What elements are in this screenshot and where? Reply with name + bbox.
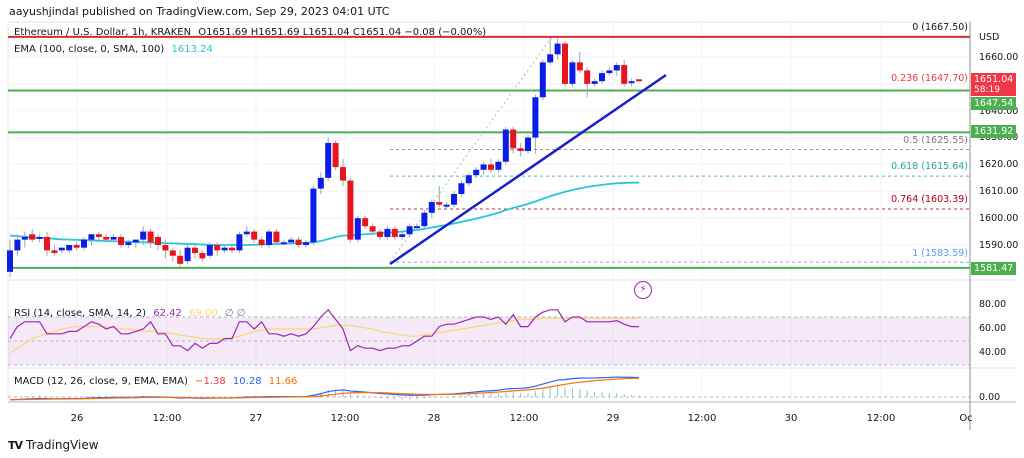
fib-label-1: 1 (1583.59) (912, 248, 968, 259)
rsi-ma-value: 69.00 (189, 308, 218, 319)
macd-hist-value: −1.38 (195, 376, 226, 387)
price-label: 1620.00 (979, 159, 1019, 170)
bar-countdown-tag: 58:19 (971, 86, 1016, 96)
support-tag-1: 1647.54 (971, 97, 1016, 110)
macd-legend: MACD (12, 26, close, 9, EMA, EMA) −1.38 … (14, 376, 301, 387)
fib-label-0: 0 (1667.50) (912, 22, 968, 33)
price-label: 1600.00 (979, 213, 1019, 224)
rsi-legend: RSI (14, close, SMA, 14, 2) 62.42 69.00 … (14, 308, 250, 319)
time-label: 12:00 (152, 413, 182, 424)
symbol-title[interactable]: Ethereum / U.S. Dollar, 1h, KRAKEN (14, 27, 192, 38)
price-label: 1610.00 (979, 186, 1019, 197)
price-label: 1640.00 (979, 106, 1019, 117)
time-label: 12:00 (330, 413, 360, 424)
tradingview-mark-icon: TV (8, 438, 23, 452)
price-label: 1660.00 (979, 52, 1019, 63)
time-label: 28 (427, 413, 441, 424)
time-label: 29 (606, 413, 620, 424)
lightning-icon[interactable]: ⚡ (634, 281, 652, 299)
fib-label-0236: 0.236 (1647.70) (891, 73, 968, 84)
time-label: 30 (784, 413, 798, 424)
support-tag-3: 1581.47 (971, 262, 1016, 275)
rsi-value: 62.42 (153, 308, 182, 319)
rsi-axis-label: 40.00 (979, 347, 1007, 358)
publisher-line: aayushjindal published on TradingView.co… (9, 5, 390, 18)
rsi-extra: ∅ ∅ (224, 308, 246, 319)
currency-label[interactable]: USD (979, 32, 1000, 43)
fib-label-0764: 0.764 (1603.39) (891, 194, 968, 205)
macd-signal-value: 11.66 (268, 376, 298, 387)
macd-label[interactable]: MACD (12, 26, close, 9, EMA, EMA) (14, 376, 188, 387)
fib-label-05: 0.5 (1625.55) (903, 135, 968, 146)
ohlc-values: O1651.69 H1651.69 L1651.04 C1651.04 −0.0… (198, 27, 487, 38)
rsi-axis-label: 60.00 (979, 323, 1007, 334)
ema-label[interactable]: EMA (100, close, 0, SMA, 100) (14, 44, 165, 55)
ema-legend: EMA (100, close, 0, SMA, 100) 1613.24 (14, 44, 217, 55)
macd-axis-label: 0.00 (979, 392, 1001, 403)
time-label: Oc (959, 413, 973, 424)
macd-value: 10.28 (232, 376, 262, 387)
time-label: 12:00 (687, 413, 717, 424)
main-series-legend: Ethereum / U.S. Dollar, 1h, KRAKEN O1651… (14, 27, 490, 38)
time-label: 12:00 (866, 413, 896, 424)
time-label: 26 (70, 413, 84, 424)
tradingview-brand: TradingView (26, 438, 99, 452)
last-price-tag: 1651.04 (971, 73, 1016, 86)
ema-value: 1613.24 (171, 44, 213, 55)
fib-label-0618: 0.618 (1615.64) (891, 161, 968, 172)
tradingview-logo[interactable]: TV TradingView (8, 438, 99, 452)
support-tag-2: 1631.92 (971, 125, 1016, 138)
price-label: 1590.00 (979, 240, 1019, 251)
time-label: 12:00 (509, 413, 539, 424)
time-label: 27 (249, 413, 263, 424)
rsi-axis-label: 80.00 (979, 299, 1007, 310)
rsi-label[interactable]: RSI (14, close, SMA, 14, 2) (14, 308, 147, 319)
